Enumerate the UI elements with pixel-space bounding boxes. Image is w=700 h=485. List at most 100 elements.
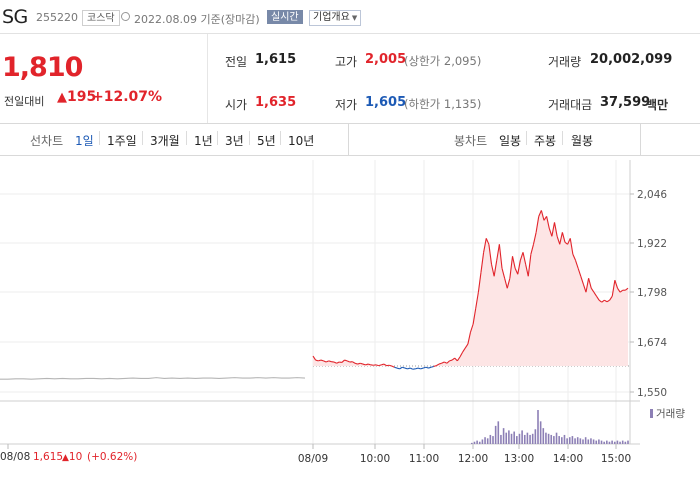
tab-daily-candle[interactable]: 일봉 <box>499 134 522 148</box>
y-tick-label: 1,550 <box>637 387 667 399</box>
today-line-segment <box>360 362 364 365</box>
today-line-segment <box>436 363 440 367</box>
x-tick-label: 10:00 <box>360 453 390 465</box>
high-value: 2,005 <box>365 52 407 67</box>
today-line-segment <box>423 366 427 369</box>
today-line-segment <box>320 359 324 362</box>
tabbar-right-divider <box>640 124 641 155</box>
prev-close-label: 전일 <box>225 55 248 69</box>
today-line-segment <box>462 347 466 353</box>
tab-10year[interactable]: 10년 <box>288 134 315 148</box>
today-line-segment <box>556 236 561 245</box>
today-line-segment <box>417 367 421 370</box>
realtime-button[interactable]: 실시간 <box>267 10 303 24</box>
today-line-segment <box>506 278 511 289</box>
today-line-segment <box>580 276 584 285</box>
x-tick-label: 12:00 <box>458 453 488 465</box>
today-line-segment <box>572 254 577 261</box>
today-line-segment <box>574 260 579 269</box>
y-tick-label: 1,674 <box>637 337 667 349</box>
amount-label: 거래대금 <box>548 98 593 112</box>
current-price: 1,810 <box>2 52 83 83</box>
tab-separator <box>562 131 563 145</box>
change-percent: +12.07% <box>92 89 163 105</box>
today-line-segment <box>409 367 413 370</box>
up-triangle-icon: ▲ <box>62 453 69 463</box>
tab-1year[interactable]: 1년 <box>194 134 213 148</box>
today-line-segment <box>381 363 385 366</box>
today-line-segment <box>601 299 605 303</box>
today-line-segment <box>477 272 482 293</box>
volume-legend-swatch <box>650 409 653 418</box>
today-line-segment <box>543 216 548 221</box>
quote-date: 2022.08.09 기준(장마감) <box>134 11 260 27</box>
today-line-segment <box>446 360 450 364</box>
tab-separator <box>99 131 100 145</box>
today-line-segment <box>514 268 519 275</box>
tab-separator <box>217 131 218 145</box>
today-line-segment <box>441 361 445 364</box>
chart-tabbar <box>0 123 700 156</box>
today-line-segment <box>546 216 550 229</box>
quote-basis: 기준(장마감) <box>200 13 260 26</box>
today-line-segment <box>352 361 356 364</box>
today-line-segment <box>614 280 619 289</box>
today-line-segment <box>459 351 464 358</box>
tab-1week[interactable]: 1주일 <box>107 134 137 148</box>
tab-5year[interactable]: 5년 <box>257 134 276 148</box>
today-line-segment <box>336 361 340 364</box>
header-divider <box>0 33 700 34</box>
today-line-segment <box>551 222 556 237</box>
prev-day-percent: (+0.62%) <box>87 451 138 463</box>
today-line-segment <box>525 264 529 277</box>
today-line-segment <box>454 357 458 362</box>
y-tick-label: 1,798 <box>637 287 667 299</box>
today-line-segment <box>312 355 317 361</box>
today-line-segment <box>588 278 592 289</box>
stock-code: 255220 <box>36 11 78 24</box>
today-line-segment <box>496 244 500 261</box>
today-line-segment <box>490 264 495 277</box>
tab-weekly-candle[interactable]: 주봉 <box>534 134 557 148</box>
y-tick-label: 1,922 <box>637 238 667 250</box>
today-line-segment <box>344 359 348 362</box>
lower-limit: (하한가 1,135) <box>404 96 481 112</box>
open-value: 1,635 <box>255 95 297 110</box>
change-amount: 195 <box>67 89 97 105</box>
low-label: 저가 <box>335 98 358 112</box>
today-line-segment <box>475 292 479 309</box>
today-line-segment <box>346 360 350 363</box>
tab-3month[interactable]: 3개월 <box>150 134 180 148</box>
volume-label: 거래량 <box>548 55 582 69</box>
today-line-segment <box>449 359 453 362</box>
today-line-segment <box>498 244 503 269</box>
today-line-segment <box>420 367 424 370</box>
today-line-segment <box>357 362 361 365</box>
today-line-segment <box>530 244 535 255</box>
today-line-segment <box>548 228 553 237</box>
tabbar-divider <box>348 124 349 155</box>
today-line-segment <box>451 357 456 361</box>
tab-separator <box>280 131 281 145</box>
today-line-segment <box>328 360 332 363</box>
today-line-segment <box>493 260 498 277</box>
today-up-area <box>313 210 628 367</box>
today-line-segment <box>428 366 432 369</box>
x-tick-label: 08/09 <box>298 453 328 465</box>
today-line-segment <box>318 359 322 362</box>
today-line-segment <box>388 364 392 367</box>
today-line-segment <box>480 252 485 273</box>
today-line-segment <box>375 364 379 367</box>
today-line-segment <box>585 278 590 293</box>
upper-limit: (상한가 2,095) <box>404 53 481 69</box>
today-line-segment <box>488 244 493 265</box>
tab-monthly-candle[interactable]: 월봉 <box>571 134 594 148</box>
tab-3year[interactable]: 3년 <box>225 134 244 148</box>
tab-1day[interactable]: 1일 <box>75 134 94 148</box>
today-line-segment <box>467 332 472 345</box>
today-line-segment <box>593 291 597 297</box>
lower-limit-label: (하한가 <box>404 97 441 111</box>
today-line-segment <box>609 295 613 301</box>
company-overview-button[interactable]: 기업개요 ▼ <box>309 10 362 26</box>
